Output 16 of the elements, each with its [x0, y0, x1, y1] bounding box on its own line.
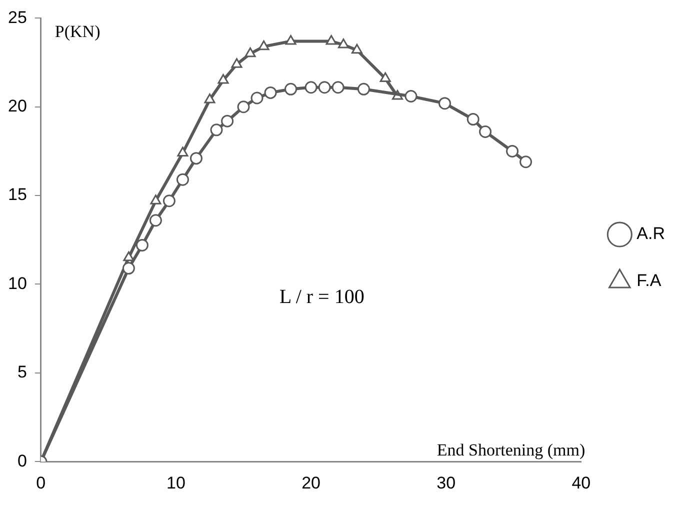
legend-label: F.A [636, 271, 662, 290]
y-tick-label: 5 [17, 362, 27, 382]
y-tick-label: 0 [17, 451, 27, 470]
x-tick-label: 40 [572, 473, 591, 492]
y-axis-title: P(KN) [54, 22, 100, 42]
x-tick-label: 10 [166, 473, 186, 492]
legend-label: A.R [636, 224, 666, 244]
annotation: L / r = 100 [279, 286, 364, 308]
y-tick-label: 25 [8, 8, 27, 27]
y-tick-label: 20 [8, 96, 27, 116]
x-axis-title: End Shortening (mm) [436, 440, 586, 460]
x-tick-label: 20 [302, 473, 320, 492]
y-tick-label: 15 [8, 185, 27, 204]
x-tick-label: 30 [436, 473, 456, 492]
y-tick-label: 10 [8, 274, 27, 293]
x-tick-label: 0 [36, 473, 46, 492]
